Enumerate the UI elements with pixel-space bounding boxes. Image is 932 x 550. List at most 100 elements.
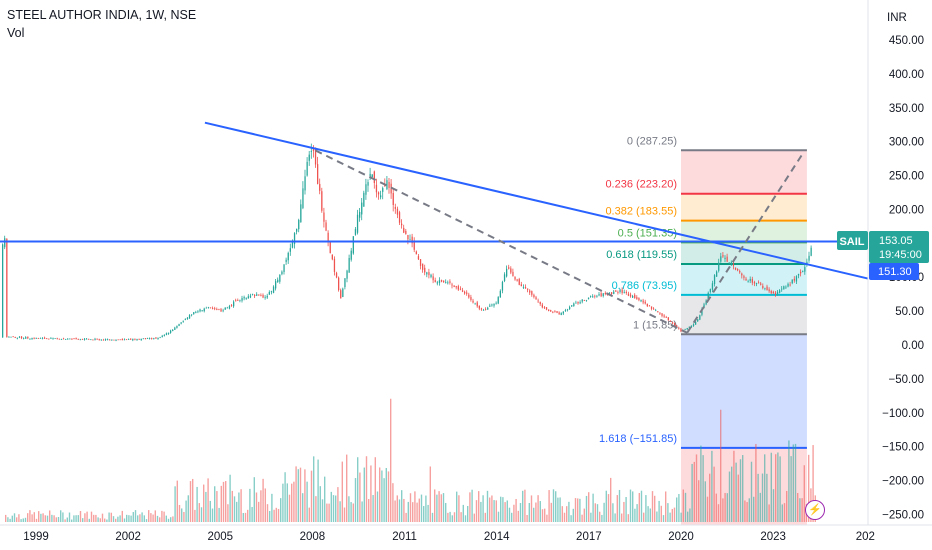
volume-bar (581, 514, 583, 522)
volume-bar (11, 515, 13, 522)
volume-bar (90, 511, 93, 522)
candle-body (552, 311, 554, 313)
volume-bar (145, 519, 148, 522)
candle-body (62, 338, 65, 340)
volume-bar (260, 490, 262, 522)
volume-bar (757, 473, 759, 522)
volume-bar (647, 506, 649, 522)
candle-body (415, 251, 417, 255)
candle-body (100, 339, 102, 341)
candle-body (56, 338, 58, 340)
volume-bar (376, 491, 379, 522)
candle-body (669, 320, 672, 322)
dashed-line (315, 149, 688, 334)
candle-body (480, 308, 483, 310)
volume-bar (172, 516, 174, 522)
volume-bar (141, 512, 143, 522)
volume-bar (394, 500, 396, 522)
volume-bar (293, 481, 295, 522)
volume-bar (104, 518, 106, 522)
volume-bar (473, 513, 475, 522)
fib-zone (681, 334, 807, 448)
candle-body (573, 303, 575, 307)
volume-bar (271, 493, 273, 522)
volume-bar (280, 498, 282, 522)
volume-bar (590, 512, 592, 522)
candle-body (302, 188, 304, 208)
volume-bar (77, 515, 79, 522)
volume-bar (159, 517, 161, 522)
volume-bar (332, 495, 335, 522)
candle-body (188, 315, 191, 319)
lightning-icon[interactable]: ⚡ (805, 500, 825, 520)
volume-bar (684, 492, 687, 522)
volume-bar (803, 465, 805, 522)
candle-body (98, 339, 100, 341)
volume-bar (194, 509, 196, 522)
volume-bar (464, 515, 467, 522)
volume-bar (302, 493, 304, 522)
volume-bar (348, 496, 350, 522)
candle-body (102, 339, 105, 341)
candle-body (554, 311, 556, 313)
candle-body (537, 300, 539, 302)
volume-bar (214, 486, 216, 522)
candle-body (155, 337, 157, 339)
volume-bar (398, 499, 401, 522)
volume-bar (306, 481, 308, 522)
candle-body (167, 332, 170, 334)
volume-bar (500, 496, 502, 522)
volume-bars (5, 398, 816, 522)
volume-bar (750, 461, 753, 522)
volume-bar (352, 503, 354, 522)
candle-body (575, 302, 577, 304)
volume-bar (482, 495, 484, 522)
candle-body (489, 305, 491, 307)
volume-bar (277, 508, 280, 522)
volume-bar (97, 517, 99, 522)
candle-body (774, 292, 777, 295)
y-tick-label: 250.00 (889, 171, 924, 183)
candle-body (262, 294, 264, 298)
candle-body (235, 300, 237, 302)
fib-zone (681, 294, 807, 335)
volume-bar (489, 497, 491, 522)
volume-bar (636, 504, 638, 522)
volume-bar (550, 502, 552, 522)
volume-bar (662, 515, 665, 522)
x-tick-label: 2017 (576, 531, 602, 543)
volume-bar (115, 518, 117, 522)
candle-body (730, 262, 732, 265)
volume-bar (588, 492, 590, 522)
volume-bar (57, 517, 60, 522)
volume-bar (779, 456, 781, 522)
candle-body (533, 294, 535, 297)
volume-bar (148, 510, 150, 522)
volume-bar (189, 481, 192, 522)
candle-body (571, 305, 573, 307)
volume-bar (524, 489, 526, 522)
candle-body (787, 283, 789, 287)
volume-bar (99, 518, 101, 522)
candle-body (214, 308, 216, 310)
volume-bar (18, 514, 20, 522)
candle-body (304, 176, 306, 191)
volume-bar (350, 502, 352, 522)
candle-body (522, 286, 525, 288)
volume-bar (603, 502, 605, 522)
fib-zone (681, 193, 807, 221)
candle-body (804, 267, 806, 272)
candle-body (468, 294, 470, 298)
volume-bar (121, 510, 123, 522)
volume-bar (537, 495, 539, 522)
volume-bar (759, 492, 761, 522)
fib-zone (681, 220, 807, 243)
candle-body (356, 214, 359, 233)
candle-body (104, 338, 107, 340)
candle-body (440, 280, 443, 282)
candle-body (83, 338, 86, 340)
candle-body (136, 339, 138, 341)
candle-body (363, 192, 365, 207)
volume-bar (592, 493, 594, 522)
